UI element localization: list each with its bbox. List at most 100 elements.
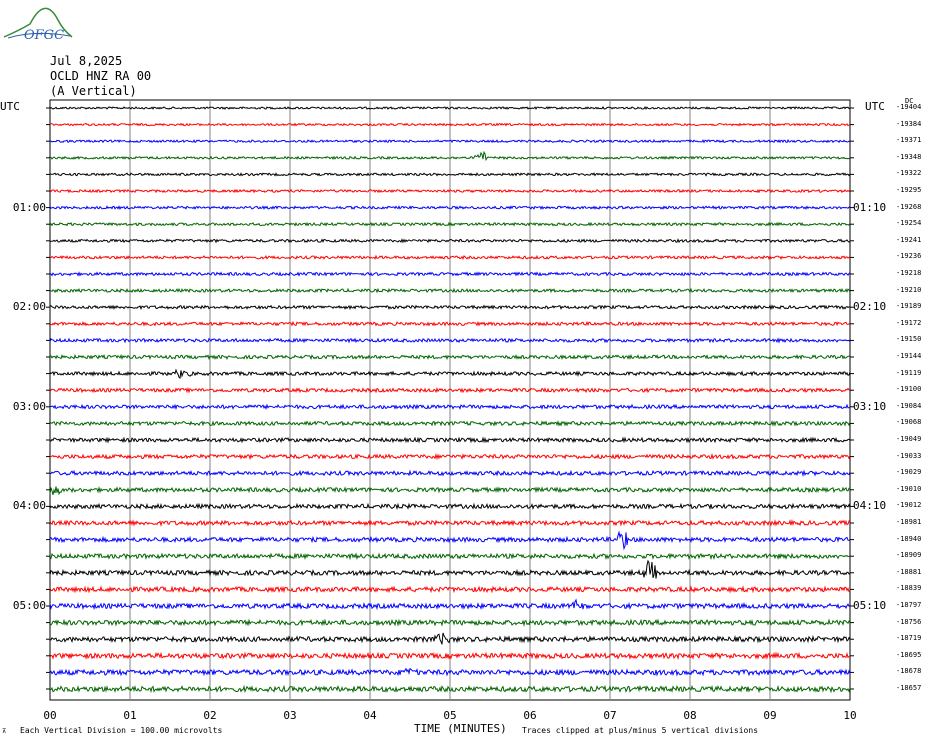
dc-offset-label: -19033	[896, 451, 922, 460]
right-time-label: 03:10	[853, 399, 887, 413]
trace-line	[49, 238, 851, 244]
trace-line	[49, 598, 851, 611]
clip-note: Traces clipped at plus/minus 5 vertical …	[522, 726, 759, 735]
trace-line	[49, 651, 850, 661]
trace-line	[49, 632, 851, 645]
dc-offset-label: -19218	[896, 269, 922, 277]
x-tick-label: 08	[683, 709, 697, 722]
right-time-label: 04:10	[853, 499, 887, 513]
x-axis-title: TIME (MINUTES)	[414, 722, 507, 735]
trace-line	[49, 271, 851, 277]
x-tick-label: 05	[443, 709, 457, 722]
trace-line	[49, 221, 851, 227]
trace-line	[49, 188, 851, 194]
x-tick-label: 06	[523, 709, 537, 722]
utc-label-left: UTC	[0, 100, 20, 113]
dc-offset-label: -18695	[896, 650, 922, 659]
dc-offset-label: -19384	[896, 119, 922, 128]
header-station: OCLD HNZ RA 00	[50, 69, 152, 83]
dc-offset-label: -18756	[896, 617, 922, 626]
x-tick-label: 01	[123, 709, 137, 722]
left-time-label: 04:00	[12, 499, 46, 513]
trace-line	[49, 436, 851, 444]
dc-offset-label: -19029	[896, 468, 922, 477]
trace-line	[50, 469, 851, 478]
trace-line	[49, 684, 851, 694]
left-time-label: 01:00	[12, 200, 46, 214]
trace-line	[49, 403, 850, 411]
logo-text: OFGC	[24, 28, 65, 43]
trace-line	[49, 205, 851, 211]
utc-label-right: UTC	[865, 100, 885, 113]
trace-line	[49, 172, 851, 177]
dc-offset-label: -18797	[896, 601, 922, 609]
dc-offset-label: -19144	[896, 352, 922, 360]
trace-line	[49, 386, 851, 394]
dc-offset-label: -19068	[896, 418, 922, 427]
left-time-label: 02:00	[12, 300, 46, 314]
trace-line	[49, 502, 851, 511]
dc-offset-label: -18719	[896, 634, 922, 643]
trace-line	[49, 420, 851, 427]
dc-offset-label: -18657	[896, 684, 922, 692]
dc-offset-label: -18678	[896, 667, 922, 676]
division-note: Each Vertical Division = 100.00 microvol…	[20, 726, 223, 735]
dc-offset-label: -19348	[896, 152, 922, 161]
dc-offset-label: -19241	[896, 235, 922, 244]
right-time-label: 01:10	[853, 200, 887, 214]
trace-line	[49, 353, 851, 361]
dc-offset-label: -18881	[896, 567, 922, 576]
trace-line	[49, 618, 851, 627]
trace-line	[49, 552, 851, 561]
x-tick-label: 03	[283, 709, 297, 722]
dc-offset-label: -19295	[896, 186, 922, 194]
trace-line	[49, 368, 851, 379]
dc-offset-label: -19254	[896, 219, 922, 228]
dc-offset-label: -19210	[896, 285, 922, 294]
trace-line	[49, 139, 851, 144]
dc-offset-label: -18940	[896, 534, 922, 543]
x-tick-label: 04	[363, 709, 377, 722]
trace-line	[49, 304, 850, 311]
dc-offset-label: -19012	[896, 501, 922, 510]
dc-label: DC	[905, 97, 914, 105]
dc-offset-label: -18839	[896, 584, 922, 593]
dc-offset-label: -19172	[896, 318, 922, 327]
trace-line	[49, 559, 851, 579]
dc-offset-label: -19189	[896, 302, 922, 311]
dc-offset-label: -19268	[896, 202, 922, 211]
trace-line	[49, 150, 851, 162]
dc-offset-label: -19010	[896, 484, 922, 493]
dc-offset-label: -19049	[896, 435, 922, 443]
dc-offset-label: -19119	[896, 368, 922, 377]
dc-offset-label: -19236	[896, 252, 922, 261]
trace-line	[49, 320, 851, 327]
x-tick-label: 09	[763, 709, 777, 722]
dc-offset-label: -19100	[896, 385, 922, 394]
dc-offset-label: -19150	[896, 335, 922, 344]
header-date: Jul 8,2025	[50, 54, 123, 68]
x-tick-label: 10	[843, 709, 857, 722]
header-component: (A Vertical)	[50, 84, 137, 98]
dc-offset-label: -19322	[896, 169, 922, 178]
trace-line	[49, 518, 851, 528]
x-tick-label: 00	[43, 709, 57, 722]
trace-line	[49, 530, 851, 551]
ofgc-logo	[3, 7, 73, 39]
dc-offset-label: -19371	[896, 136, 922, 145]
corner-glyph: ⊼	[2, 728, 7, 735]
trace-line	[49, 485, 851, 496]
trace-line	[49, 452, 851, 461]
left-time-label: 05:00	[12, 599, 46, 612]
right-time-label: 05:10	[853, 599, 887, 612]
trace-line	[49, 585, 851, 594]
x-tick-label: 02	[203, 709, 217, 722]
dc-offset-label: -19404	[896, 103, 922, 111]
trace-line	[49, 337, 851, 344]
dc-offset-label: -18909	[896, 551, 922, 560]
trace-line	[49, 122, 851, 127]
dc-offset-label: -18981	[896, 518, 922, 526]
trace-line	[50, 287, 851, 294]
trace-line	[49, 667, 851, 677]
